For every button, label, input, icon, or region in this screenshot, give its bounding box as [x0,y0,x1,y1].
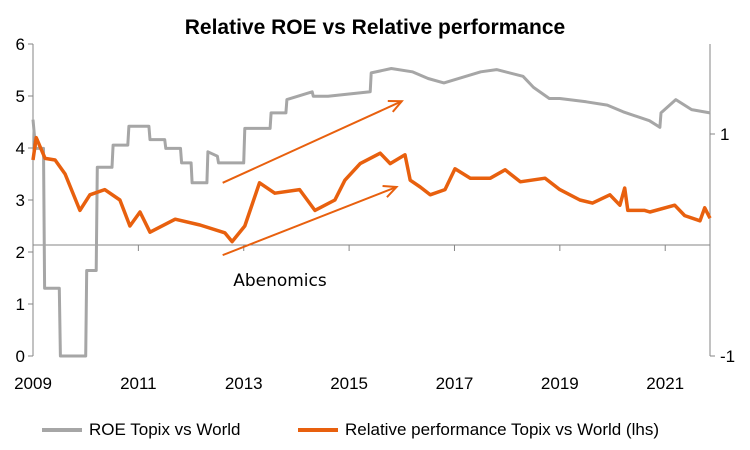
legend-label-roe: ROE Topix vs World [89,420,241,439]
legend-swatch-performance [298,428,338,432]
abenomics-annotation: Abenomics [233,271,327,291]
left-tick-label: 0 [16,347,25,366]
left-tick-label: 4 [16,139,25,158]
trend-arrow-shaft [222,186,397,257]
trend-arrow-head [387,100,404,113]
left-tick-label: 6 [16,35,25,54]
legend-label-performance: Relative performance Topix vs World (lhs… [345,420,659,439]
legend-item-performance: Relative performance Topix vs World (lhs… [298,420,659,440]
left-tick-label: 3 [16,191,25,210]
roe-series-line [31,67,711,358]
trend-arrow-shaft [222,100,403,184]
left-tick-label: 5 [16,87,25,106]
left-tick-label: 1 [16,295,25,314]
left-tick-label: 2 [16,243,25,262]
legend-swatch-roe [42,428,82,432]
right-tick-label: 1 [720,125,729,144]
trend-arrow-head [382,185,399,198]
x-tick-label: 2017 [436,374,474,393]
legend-item-roe: ROE Topix vs World [42,420,240,440]
x-tick-label: 2009 [14,374,52,393]
performance-series-line [31,135,712,244]
right-tick-label: -1 [720,347,735,366]
chart-title: Relative ROE vs Relative performance [184,16,566,39]
x-tick-label: 2015 [330,374,368,393]
x-tick-label: 2011 [120,374,157,393]
x-tick-label: 2019 [541,374,579,393]
x-tick-label: 2013 [225,374,263,393]
x-tick-label: 2021 [646,374,684,393]
